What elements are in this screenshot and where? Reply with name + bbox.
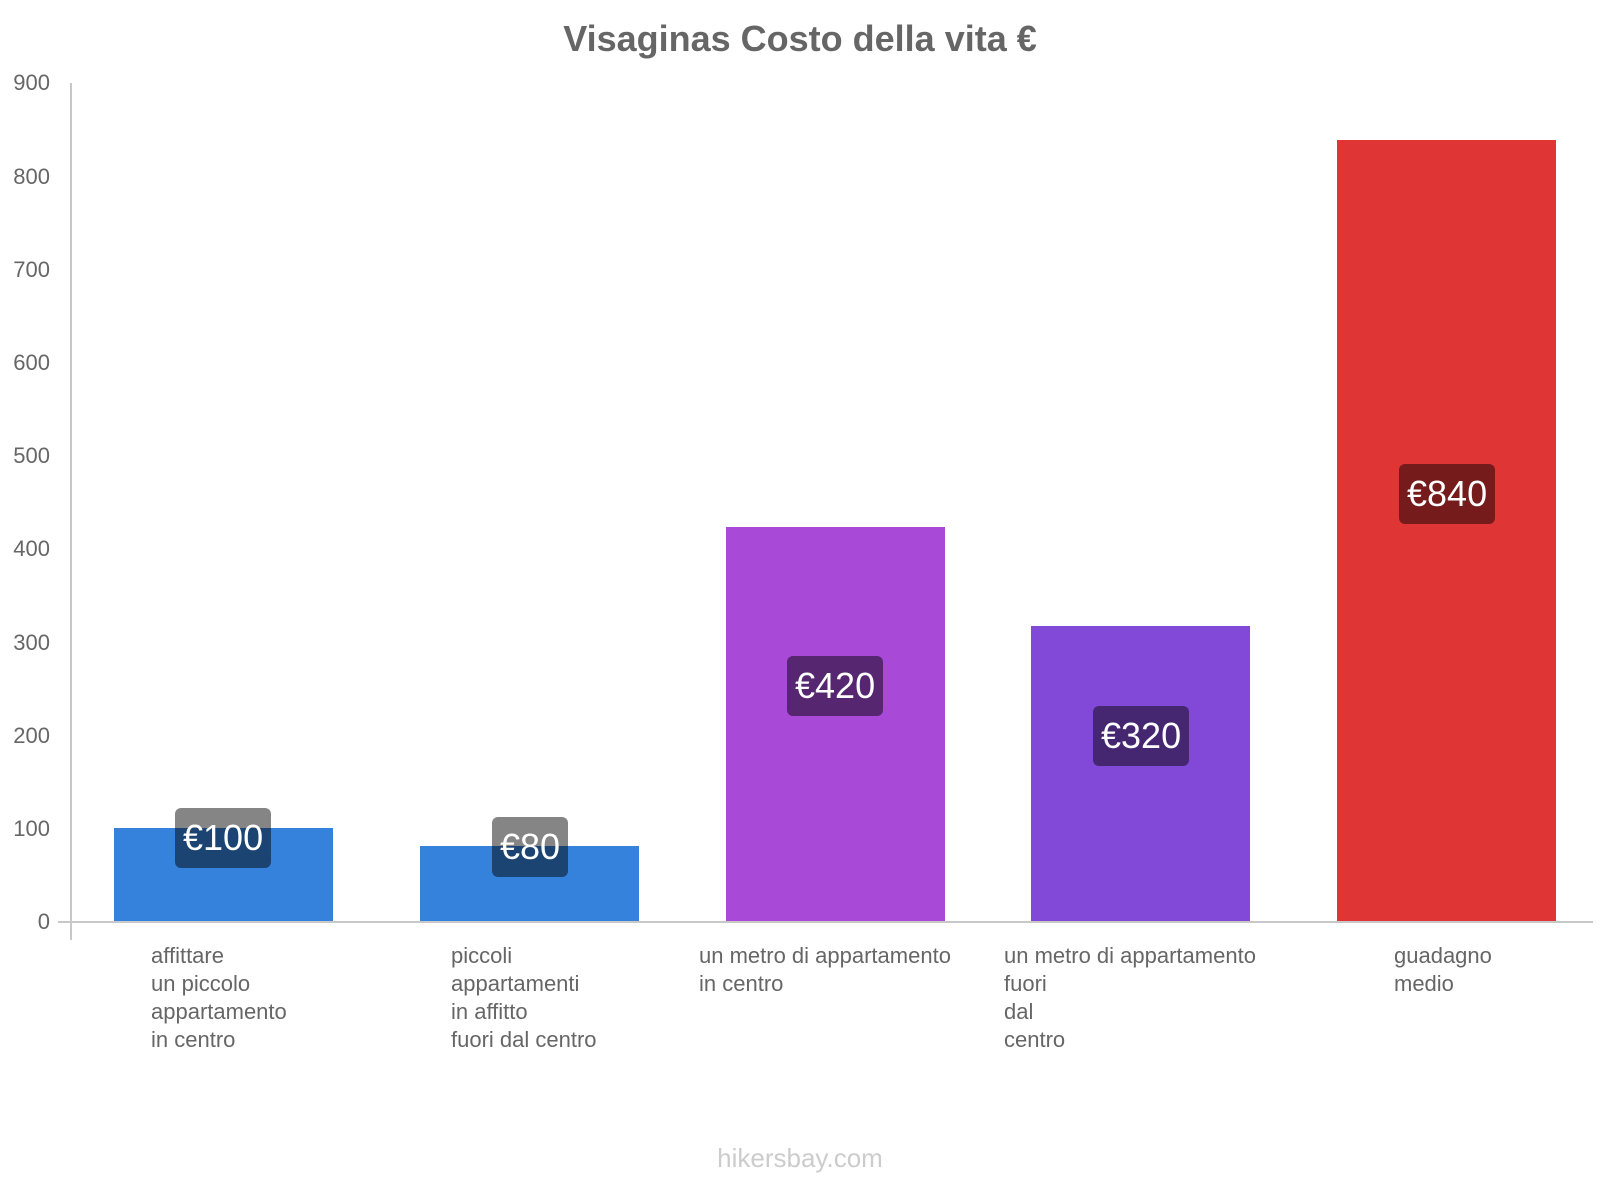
x-axis-line [58,921,1593,923]
bar-meter-apartment-outside-center[interactable] [1031,626,1250,921]
chart-title: Visaginas Costo della vita € [563,18,1037,59]
value-label: €80 [492,817,568,877]
y-tick-label: 100 [13,816,50,841]
value-label: €420 [787,656,883,716]
value-label: €840 [1399,464,1495,524]
y-tick-label: 600 [13,350,50,375]
y-tick-label: 800 [13,164,50,189]
x-category-label: guadagno medio [1394,943,1492,996]
x-category-label: un metro di appartamento fuori dal centr… [1004,943,1256,1052]
bar-small-apartments-outside-center[interactable] [420,846,639,921]
y-tick-label: 300 [13,630,50,655]
x-category-label: un metro di appartamento in centro [699,943,951,996]
y-tick-label: 700 [13,257,50,282]
y-tick-label: 200 [13,723,50,748]
bar-meter-apartment-center[interactable] [726,527,945,921]
y-tick-label: 0 [37,909,50,934]
value-label: €320 [1093,706,1189,766]
value-label: €100 [175,808,271,868]
y-tick-label: 400 [13,536,50,561]
bar-rent-small-apartment-center[interactable] [114,828,333,921]
y-tick-label: 500 [13,443,50,468]
x-category-label: piccoli appartamenti in affitto fuori da… [451,943,597,1052]
watermark: hikersbay.com [717,1143,883,1173]
y-axis-line [70,83,72,940]
bar-average-income[interactable] [1337,140,1556,921]
x-category-label: affittare un piccolo appartamento in cen… [151,943,287,1052]
y-tick-label: 900 [13,70,50,95]
